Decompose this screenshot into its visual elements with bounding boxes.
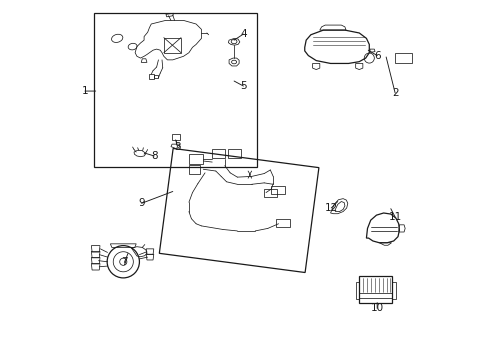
Text: 5: 5 bbox=[240, 81, 246, 91]
Text: 3: 3 bbox=[174, 141, 181, 152]
Text: 11: 11 bbox=[387, 212, 401, 222]
Text: 9: 9 bbox=[138, 198, 144, 208]
Text: 7: 7 bbox=[121, 257, 127, 267]
Bar bbox=[94, 13, 257, 167]
Bar bbox=[359, 276, 391, 303]
Bar bbox=[276, 220, 289, 227]
Bar bbox=[171, 134, 179, 140]
Text: 4: 4 bbox=[240, 29, 246, 39]
Text: 8: 8 bbox=[150, 151, 157, 161]
Text: 10: 10 bbox=[370, 303, 383, 314]
Bar bbox=[188, 154, 203, 164]
Bar bbox=[188, 165, 199, 174]
Bar bbox=[212, 149, 224, 158]
Bar bbox=[263, 189, 277, 197]
Text: 1: 1 bbox=[81, 86, 88, 96]
Text: 12: 12 bbox=[324, 203, 337, 213]
Text: 6: 6 bbox=[373, 50, 380, 60]
Bar bbox=[394, 53, 411, 63]
Bar bbox=[391, 282, 395, 299]
Bar bbox=[163, 38, 181, 53]
Bar bbox=[271, 186, 285, 194]
Bar bbox=[355, 282, 359, 299]
Bar bbox=[228, 149, 241, 158]
Text: 2: 2 bbox=[391, 88, 398, 98]
